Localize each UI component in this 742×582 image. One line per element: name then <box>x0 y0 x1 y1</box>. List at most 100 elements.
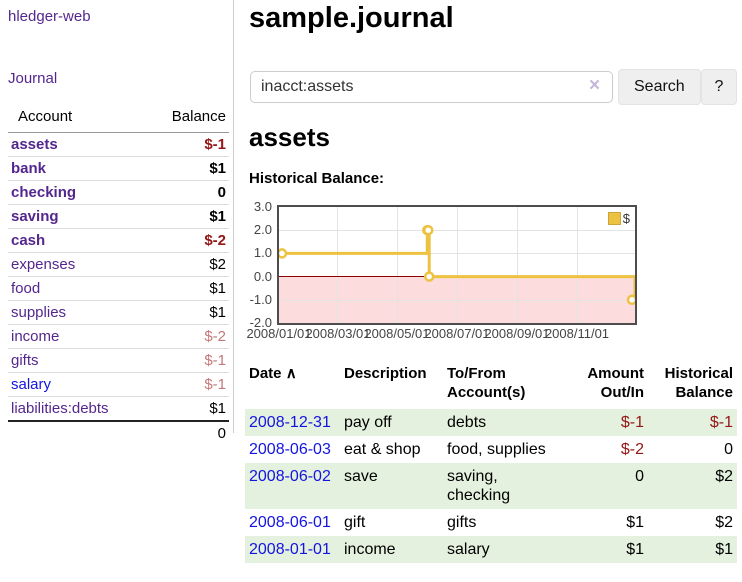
account-balance: $-1 <box>142 132 229 157</box>
hist-line2: Balance <box>675 384 733 401</box>
register-header-description: Description <box>344 365 427 382</box>
x-axis-tick: 2008/01/01 <box>246 326 312 341</box>
account-balance: $1 <box>142 204 229 229</box>
register-header-date[interactable]: Date ∧ <box>245 361 340 409</box>
account-link-income[interactable]: income <box>11 328 60 345</box>
account-row: gifts $-1 <box>8 348 229 373</box>
legend-label: $ <box>622 211 630 226</box>
account-link-checking[interactable]: checking <box>11 184 77 201</box>
account-balance: $-2 <box>142 228 229 253</box>
y-axis-tick: 2.0 <box>253 222 272 237</box>
accounts-table: Account Balance assets $-1 bank $1 check… <box>8 104 229 445</box>
account-link-expenses[interactable]: expenses <box>11 256 76 273</box>
gridline <box>517 207 518 323</box>
y-axis-tick: -1.0 <box>249 292 272 307</box>
transaction-balance: $2 <box>648 463 737 509</box>
register-row: 2008-06-02 save saving, checking 0 $2 <box>245 463 737 509</box>
account-balance: $-1 <box>142 348 229 373</box>
transaction-accounts: salary <box>443 536 571 563</box>
account-link-saving[interactable]: saving <box>11 208 59 225</box>
account-row: saving $1 <box>8 204 229 229</box>
transaction-description: save <box>340 463 443 509</box>
account-balance: $1 <box>142 276 229 301</box>
account-row: cash $-2 <box>8 228 229 253</box>
amount-line2: Out/In <box>600 384 644 401</box>
chart-legend: $ <box>607 211 630 226</box>
register-header-tofrom: To/From Account(s) <box>443 361 571 409</box>
gridline <box>577 207 578 323</box>
app-title-link[interactable]: hledger-web <box>8 8 91 25</box>
transaction-date-link[interactable]: 2008-06-02 <box>245 463 340 509</box>
transaction-amount: $1 <box>626 514 644 531</box>
accounts-total-balance: 0 <box>142 420 229 445</box>
transaction-amount: 0 <box>571 463 648 509</box>
register-header-balance: Historical Balance <box>648 361 737 409</box>
gridline <box>279 230 635 231</box>
account-link-bank[interactable]: bank <box>11 160 47 177</box>
transaction-accounts: gifts <box>447 514 477 531</box>
help-button[interactable]: ? <box>701 69 737 105</box>
account-link-food[interactable]: food <box>11 280 41 297</box>
gridline <box>337 207 338 323</box>
register-header-row: Date ∧ Description To/From Account(s) Am… <box>245 361 737 409</box>
account-balance: $2 <box>142 252 229 277</box>
transaction-description: gift <box>344 514 366 531</box>
chart-title: Historical Balance: <box>249 170 385 187</box>
register-header-amount: Amount Out/In <box>571 361 648 409</box>
account-row: food $1 <box>8 276 229 301</box>
y-axis-tick: 0.0 <box>253 269 272 284</box>
transaction-amount: $-1 <box>571 409 648 436</box>
account-heading: assets <box>249 122 330 152</box>
account-row: assets $-1 <box>8 132 229 157</box>
gridline <box>397 207 398 323</box>
account-balance: $1 <box>142 396 229 421</box>
search-input[interactable] <box>250 71 613 103</box>
x-axis-tick: 2008/03/01 <box>305 326 371 341</box>
transaction-description: eat & shop <box>344 441 421 458</box>
page-title: sample.journal <box>249 2 454 34</box>
account-balance: $1 <box>142 300 229 325</box>
transaction-date-link[interactable]: 2008-06-03 <box>249 441 331 458</box>
transaction-balance: 0 <box>724 441 733 458</box>
x-axis-tick: 2008/07/01 <box>424 326 490 341</box>
account-row: supplies $1 <box>8 300 229 325</box>
register-table: Date ∧ Description To/From Account(s) Am… <box>245 361 737 563</box>
transaction-accounts: saving, checking <box>443 463 571 509</box>
accounts-header-balance: Balance <box>142 104 229 133</box>
tofrom-line2: Account(s) <box>447 384 526 401</box>
legend-swatch-icon <box>607 212 621 225</box>
historical-balance-chart: $ <box>277 205 637 325</box>
transaction-date-link[interactable]: 2008-12-31 <box>245 409 340 436</box>
account-link-supplies[interactable]: supplies <box>11 304 67 321</box>
register-row: 2008-12-31 pay off debts $-1 $-1 <box>245 409 737 436</box>
transaction-accounts: food, supplies <box>447 441 546 458</box>
account-link-cash[interactable]: cash <box>11 232 46 249</box>
transaction-amount: $-2 <box>620 441 644 458</box>
gridline <box>279 253 635 254</box>
transaction-amount: $1 <box>571 536 648 563</box>
transaction-date-link[interactable]: 2008-01-01 <box>245 536 340 563</box>
sidebar-item-journal[interactable]: Journal <box>8 70 58 87</box>
transaction-description: income <box>340 536 443 563</box>
tofrom-line1: To/From <box>447 365 506 382</box>
y-axis-tick: 3.0 <box>253 199 272 214</box>
search-button[interactable]: Search <box>618 69 701 105</box>
transaction-date-link[interactable]: 2008-06-01 <box>249 514 331 531</box>
account-link-gifts[interactable]: gifts <box>11 352 39 369</box>
transaction-balance: $2 <box>715 514 733 531</box>
account-link-assets[interactable]: assets <box>11 136 58 153</box>
x-axis-tick: 2008/11/01 <box>544 326 610 341</box>
y-axis-tick: -2.0 <box>249 315 272 330</box>
register-row: 2008-01-01 income salary $1 $1 <box>245 536 737 563</box>
transaction-balance: $1 <box>648 536 737 563</box>
account-balance: $1 <box>142 156 229 181</box>
accounts-header-account: Account <box>8 104 142 133</box>
account-link-salary[interactable]: salary <box>11 376 52 393</box>
clear-search-icon[interactable]: × <box>589 75 601 96</box>
gridline <box>457 207 458 323</box>
account-balance: 0 <box>142 180 229 205</box>
account-row: liabilities:debts $1 <box>8 396 229 421</box>
account-row: income $-2 <box>8 324 229 349</box>
sidebar-divider <box>233 0 234 433</box>
account-link-liabilities-debts[interactable]: liabilities:debts <box>11 400 109 417</box>
